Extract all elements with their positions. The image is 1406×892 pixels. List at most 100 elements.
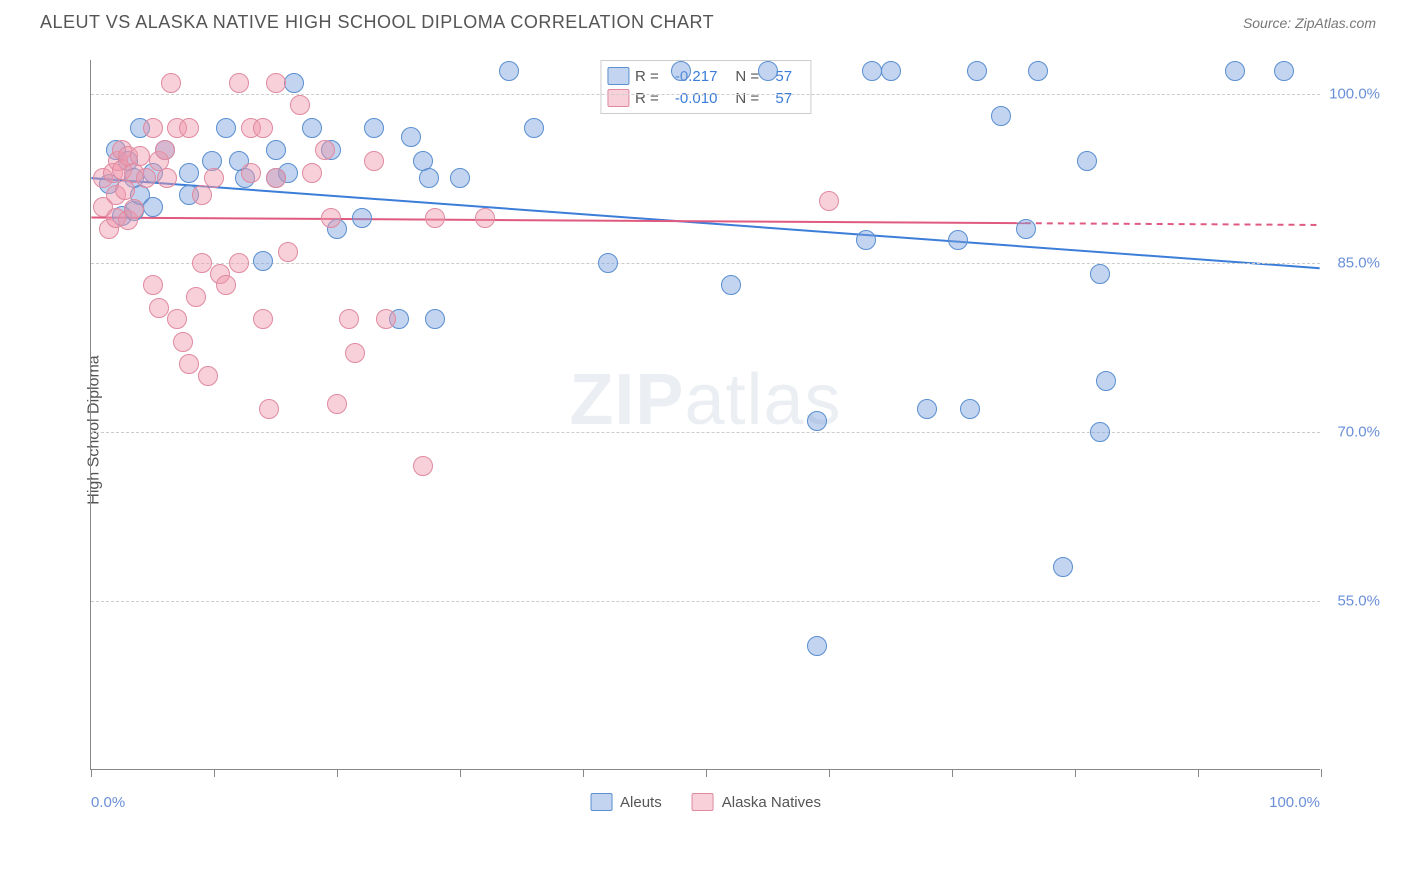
y-tick-label: 100.0% xyxy=(1329,85,1380,102)
x-tick xyxy=(829,769,830,777)
correlation-legend: R = -0.217 N = 57 R = -0.010 N = 57 xyxy=(600,60,811,114)
data-point xyxy=(1028,61,1048,81)
data-point xyxy=(157,168,177,188)
data-point xyxy=(192,185,212,205)
legend-row: R = -0.010 N = 57 xyxy=(607,87,804,109)
data-point xyxy=(253,118,273,138)
data-point xyxy=(960,399,980,419)
legend-swatch xyxy=(590,793,612,811)
data-point xyxy=(881,61,901,81)
x-tick xyxy=(583,769,584,777)
data-point xyxy=(425,208,445,228)
data-point xyxy=(173,332,193,352)
data-point xyxy=(136,168,156,188)
series-legend: Aleuts Alaska Natives xyxy=(590,793,821,811)
data-point xyxy=(229,73,249,93)
x-tick xyxy=(1321,769,1322,777)
data-point xyxy=(364,118,384,138)
data-point xyxy=(253,309,273,329)
data-point xyxy=(179,118,199,138)
watermark: ZIPatlas xyxy=(569,359,841,441)
data-point xyxy=(167,309,187,329)
data-point xyxy=(917,399,937,419)
data-point xyxy=(266,140,286,160)
data-point xyxy=(315,140,335,160)
legend-swatch xyxy=(692,793,714,811)
data-point xyxy=(327,394,347,414)
data-point xyxy=(1090,422,1110,442)
data-point xyxy=(425,309,445,329)
data-point xyxy=(241,163,261,183)
data-point xyxy=(302,118,322,138)
data-point xyxy=(143,118,163,138)
legend-item: Aleuts xyxy=(590,793,662,811)
y-tick-label: 55.0% xyxy=(1337,592,1380,609)
data-point xyxy=(130,146,150,166)
gridline xyxy=(91,432,1320,433)
x-max-label: 100.0% xyxy=(1269,794,1320,811)
data-point xyxy=(524,118,544,138)
x-tick xyxy=(460,769,461,777)
x-tick xyxy=(952,769,953,777)
data-point xyxy=(345,343,365,363)
data-point xyxy=(1096,371,1116,391)
legend-label: Alaska Natives xyxy=(722,794,821,811)
data-point xyxy=(807,636,827,656)
data-point xyxy=(401,127,421,147)
data-point xyxy=(266,168,286,188)
data-point xyxy=(155,140,175,160)
data-point xyxy=(259,399,279,419)
data-point xyxy=(216,275,236,295)
data-point xyxy=(149,298,169,318)
x-tick xyxy=(337,769,338,777)
data-point xyxy=(179,163,199,183)
data-point xyxy=(991,106,1011,126)
data-point xyxy=(179,354,199,374)
data-point xyxy=(229,253,249,273)
data-point xyxy=(321,208,341,228)
legend-swatch xyxy=(607,67,629,85)
data-point xyxy=(198,366,218,386)
data-point xyxy=(758,61,778,81)
data-point xyxy=(1077,151,1097,171)
data-point xyxy=(204,168,224,188)
y-tick-label: 70.0% xyxy=(1337,423,1380,440)
data-point xyxy=(1274,61,1294,81)
data-point xyxy=(419,168,439,188)
data-point xyxy=(499,61,519,81)
data-point xyxy=(339,309,359,329)
data-point xyxy=(967,61,987,81)
x-tick xyxy=(706,769,707,777)
data-point xyxy=(290,95,310,115)
data-point xyxy=(450,168,470,188)
data-point xyxy=(192,253,212,273)
data-point xyxy=(807,411,827,431)
data-point xyxy=(948,230,968,250)
data-point xyxy=(186,287,206,307)
data-point xyxy=(143,197,163,217)
data-point xyxy=(1225,61,1245,81)
data-point xyxy=(413,456,433,476)
data-point xyxy=(819,191,839,211)
x-min-label: 0.0% xyxy=(91,794,125,811)
data-point xyxy=(143,275,163,295)
data-point xyxy=(1090,264,1110,284)
gridline xyxy=(91,263,1320,264)
y-tick-label: 85.0% xyxy=(1337,254,1380,271)
x-tick xyxy=(1075,769,1076,777)
plot-area: ZIPatlas R = -0.217 N = 57 R = -0.010 N … xyxy=(90,60,1320,770)
legend-item: Alaska Natives xyxy=(692,793,821,811)
gridline xyxy=(91,94,1320,95)
data-point xyxy=(284,73,304,93)
data-point xyxy=(364,151,384,171)
chart-title: ALEUT VS ALASKA NATIVE HIGH SCHOOL DIPLO… xyxy=(40,12,714,33)
x-tick xyxy=(214,769,215,777)
data-point xyxy=(862,61,882,81)
data-point xyxy=(352,208,372,228)
x-tick xyxy=(91,769,92,777)
data-point xyxy=(376,309,396,329)
data-point xyxy=(302,163,322,183)
legend-label: Aleuts xyxy=(620,794,662,811)
data-point xyxy=(216,118,236,138)
data-point xyxy=(1053,557,1073,577)
